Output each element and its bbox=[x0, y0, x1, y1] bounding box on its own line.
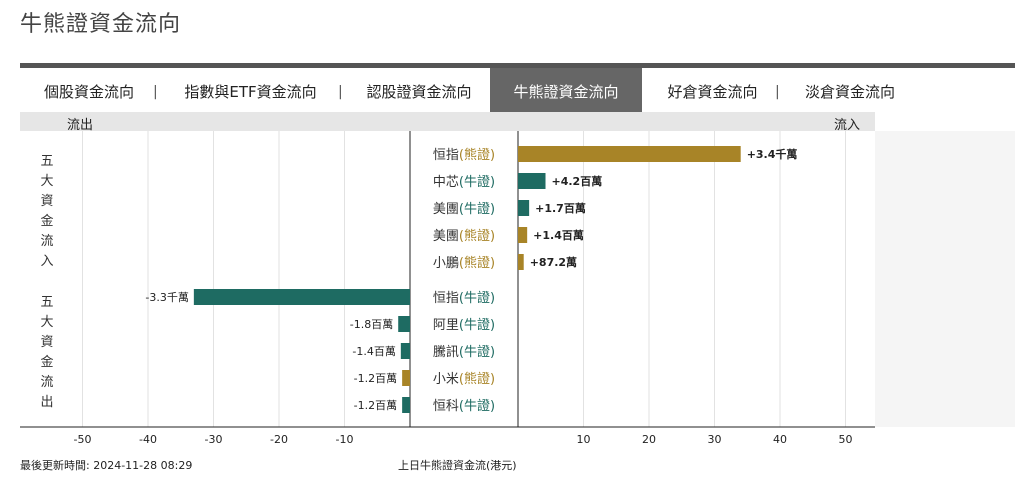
center-label-column bbox=[410, 131, 518, 427]
outflow-group-char: 五 bbox=[40, 295, 53, 310]
x-tick-labels: -50 -40 -30 -20 -10 10 20 30 40 50 bbox=[74, 433, 853, 446]
outflow-group-char: 大 bbox=[40, 315, 53, 330]
outflow-bar bbox=[398, 316, 410, 332]
row-category-label: 小鵬(熊證) bbox=[433, 255, 495, 271]
x-tick-label: -50 bbox=[74, 433, 92, 446]
inflow-group-char: 大 bbox=[40, 174, 53, 189]
x-tick-label: 10 bbox=[577, 433, 591, 446]
right-panel-bg bbox=[875, 131, 1015, 427]
outflow-group-char: 資 bbox=[40, 335, 53, 350]
tab-bar: 個股資金流向 | 指數與ETF資金流向 | 認股證資金流向 牛熊證資金流向 好倉… bbox=[20, 63, 1015, 116]
x-axis-title: 上日牛熊證資金流(港元) bbox=[398, 459, 517, 472]
tab-warrant-flow[interactable]: 認股證資金流向 bbox=[366, 83, 472, 101]
x-tick-label: -10 bbox=[336, 433, 354, 446]
x-tick-label: -20 bbox=[270, 433, 288, 446]
inflow-bar bbox=[518, 254, 524, 270]
row-category-label: 中芯(牛證) bbox=[433, 174, 495, 190]
outflow-group-char: 金 bbox=[40, 354, 53, 370]
tab-index-etf-flow[interactable]: 指數與ETF資金流向 bbox=[184, 83, 317, 101]
inflow-group-char: 金 bbox=[40, 213, 53, 229]
row-category-label: 騰訊(牛證) bbox=[433, 344, 495, 360]
tab-stock-flow[interactable]: 個股資金流向 bbox=[43, 83, 134, 101]
x-tick-label: 30 bbox=[708, 433, 722, 446]
inflow-bar bbox=[518, 146, 741, 162]
inflow-group-char: 入 bbox=[40, 254, 53, 269]
tab-long-flow[interactable]: 好倉資金流向 bbox=[667, 83, 758, 101]
tab-separator: | bbox=[775, 84, 780, 100]
outflow-bar bbox=[193, 289, 410, 305]
x-tick-label: 20 bbox=[642, 433, 656, 446]
x-tick-label: -30 bbox=[205, 433, 223, 446]
inflow-bar bbox=[518, 200, 530, 216]
inflow-bar bbox=[518, 173, 546, 189]
inflow-group-char: 五 bbox=[40, 154, 53, 169]
row-category-label: 美團(熊證) bbox=[433, 228, 495, 244]
outflow-bar bbox=[400, 343, 410, 359]
row-category-label: 阿里(牛證) bbox=[433, 317, 495, 333]
page-title: 牛熊證資金流向 bbox=[20, 12, 182, 37]
bar-value-label: -1.4百萬 bbox=[352, 345, 395, 358]
outflow-group-char: 流 bbox=[40, 375, 53, 390]
bar-value-label: -1.2百萬 bbox=[354, 372, 397, 385]
x-tick-label: 50 bbox=[839, 433, 853, 446]
row-category-label: 小米(熊證) bbox=[433, 371, 495, 387]
bar-value-label: +1.4百萬 bbox=[533, 228, 584, 242]
bar-value-label: -1.2百萬 bbox=[354, 399, 397, 412]
row-category-label: 恒科(牛證) bbox=[433, 398, 495, 414]
bar-value-label: -1.8百萬 bbox=[350, 318, 393, 331]
chart-header-blank bbox=[875, 112, 1015, 131]
outflow-header-label: 流出 bbox=[67, 118, 94, 133]
inflow-group-char: 流 bbox=[40, 234, 53, 249]
gridlines bbox=[82, 131, 846, 427]
outflow-group-char: 出 bbox=[40, 395, 53, 410]
bar-value-label: -3.3千萬 bbox=[145, 291, 188, 304]
x-tick-label: -40 bbox=[139, 433, 157, 446]
tab-separator: | bbox=[338, 84, 343, 100]
tab-cbbc-flow[interactable]: 牛熊證資金流向 bbox=[490, 68, 642, 116]
last-updated-time: 2024-11-28 08:29 bbox=[93, 459, 193, 472]
tab-separator: | bbox=[153, 84, 158, 100]
last-updated: 最後更新時間: 2024-11-28 08:29 bbox=[20, 457, 192, 473]
row-category-label: 恒指(熊證) bbox=[433, 147, 495, 163]
bar-value-label: +87.2萬 bbox=[530, 255, 577, 269]
outflow-bar bbox=[402, 397, 410, 413]
inflow-header-label: 流入 bbox=[834, 118, 861, 133]
bar-value-label: +1.7百萬 bbox=[535, 201, 586, 215]
inflow-bar bbox=[518, 227, 528, 243]
row-category-label: 美團(牛證) bbox=[433, 201, 495, 217]
tab-short-flow[interactable]: 淡倉資金流向 bbox=[804, 83, 895, 101]
outflow-bar bbox=[402, 370, 410, 386]
bar-value-label: +4.2百萬 bbox=[552, 174, 603, 188]
chart-header-strip bbox=[20, 112, 875, 131]
inflow-group-char: 資 bbox=[40, 194, 53, 209]
last-updated-label: 最後更新時間: bbox=[20, 459, 90, 472]
x-tick-label: 40 bbox=[773, 433, 787, 446]
row-category-label: 恒指(牛證) bbox=[433, 290, 495, 306]
bar-value-label: +3.4千萬 bbox=[747, 147, 798, 161]
